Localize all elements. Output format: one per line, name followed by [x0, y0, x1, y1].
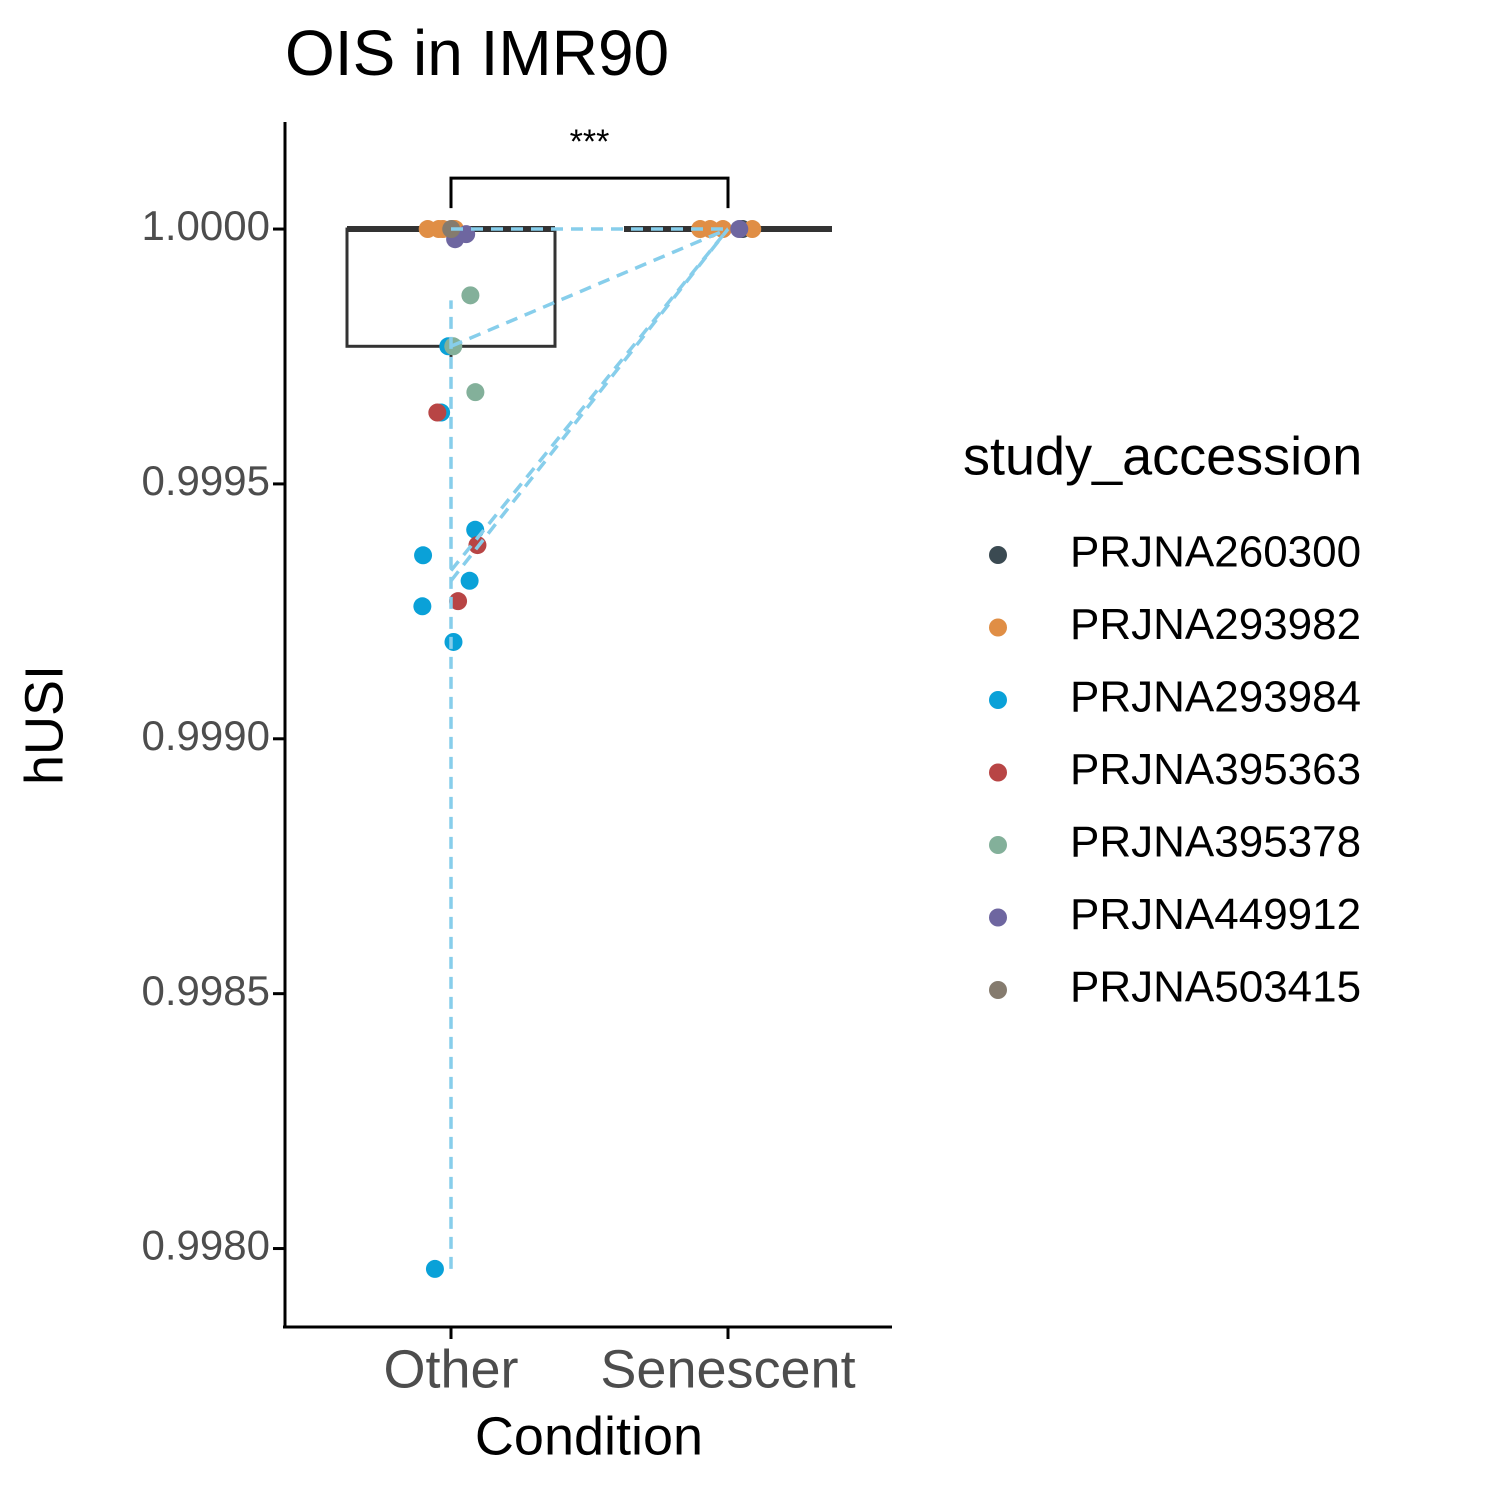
legend-label: PRJNA395363	[1070, 745, 1361, 794]
pair-line	[449, 227, 730, 572]
point	[461, 286, 480, 305]
legend-label: PRJNA503415	[1070, 963, 1361, 1012]
y-tick-label: 0.9980	[142, 1222, 270, 1269]
y-tick-label: 1.0000	[142, 202, 270, 249]
pair-line	[450, 227, 729, 348]
x-axis-label: Condition	[475, 1406, 703, 1466]
point	[425, 1259, 444, 1278]
legend-label: PRJNA293984	[1070, 673, 1361, 722]
point	[414, 546, 433, 565]
significance-label: ***	[570, 123, 610, 161]
point	[743, 220, 762, 239]
legend-marker	[989, 763, 1007, 782]
y-tick-label: 0.9990	[142, 712, 270, 759]
point	[466, 520, 485, 539]
point	[466, 383, 485, 402]
point	[428, 403, 447, 422]
chart-title: OIS in IMR90	[285, 17, 669, 89]
point	[730, 220, 749, 239]
point	[413, 597, 432, 616]
point	[418, 220, 437, 239]
legend-marker	[989, 691, 1007, 709]
legend-marker	[989, 546, 1007, 564]
legend-label: PRJNA395378	[1070, 818, 1361, 867]
legend-marker	[989, 836, 1007, 854]
point	[460, 571, 479, 590]
point	[444, 632, 463, 651]
legend-label: PRJNA293982	[1070, 600, 1361, 649]
pair-line	[449, 227, 730, 582]
significance-bracket	[449, 176, 730, 209]
legend-marker	[989, 618, 1007, 637]
legend-label: PRJNA449912	[1070, 890, 1361, 939]
x-tick-label: Senescent	[600, 1339, 855, 1399]
legend-marker	[989, 981, 1007, 999]
point	[449, 592, 468, 611]
y-tick-label: 0.9985	[142, 967, 270, 1014]
y-axis-label: hUSI	[14, 665, 74, 785]
legend-label: PRJNA260300	[1070, 528, 1361, 577]
legend-marker	[989, 908, 1007, 927]
x-tick-label: Other	[383, 1339, 518, 1399]
y-tick-label: 0.9995	[142, 457, 270, 504]
legend-title: study_accession	[963, 426, 1362, 486]
